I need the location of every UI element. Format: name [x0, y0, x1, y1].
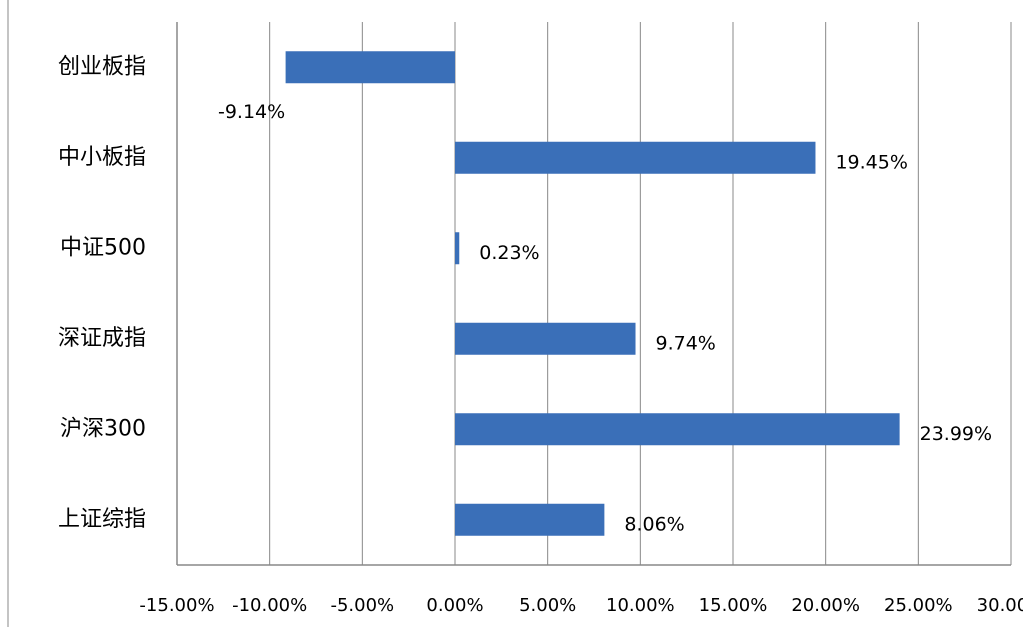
y-tick-label: 中小板指 [58, 145, 146, 170]
x-tick-label: 15.00% [699, 595, 768, 616]
x-tick-label: 25.00% [884, 595, 953, 616]
bar [455, 322, 636, 355]
bar [455, 503, 605, 536]
x-tick-label: 20.00% [791, 595, 860, 616]
x-tick-label: 5.00% [519, 595, 576, 616]
y-tick-label: 上证综指 [58, 507, 146, 532]
bar [455, 413, 900, 446]
bar [285, 51, 455, 84]
value-label: 0.23% [479, 242, 539, 264]
y-tick-label: 沪深300 [60, 416, 146, 441]
value-label: 23.99% [920, 423, 992, 445]
y-tick-label: 深证成指 [58, 326, 146, 351]
value-label: -9.14% [218, 101, 285, 123]
x-tick-label: 10.00% [606, 595, 675, 616]
value-label: 9.74% [656, 332, 716, 354]
x-tick-label: -5.00% [330, 595, 394, 616]
x-tick-label: 0.00% [426, 595, 483, 616]
value-label: 19.45% [835, 151, 907, 173]
x-tick-label: 30.00% [977, 595, 1023, 616]
x-tick-label: -10.00% [232, 595, 307, 616]
y-tick-label: 中证500 [60, 235, 146, 260]
x-tick-label: -15.00% [139, 595, 214, 616]
bar [455, 141, 816, 174]
bar [455, 232, 460, 265]
y-tick-label: 创业板指 [58, 54, 146, 79]
value-label: 8.06% [624, 513, 684, 535]
